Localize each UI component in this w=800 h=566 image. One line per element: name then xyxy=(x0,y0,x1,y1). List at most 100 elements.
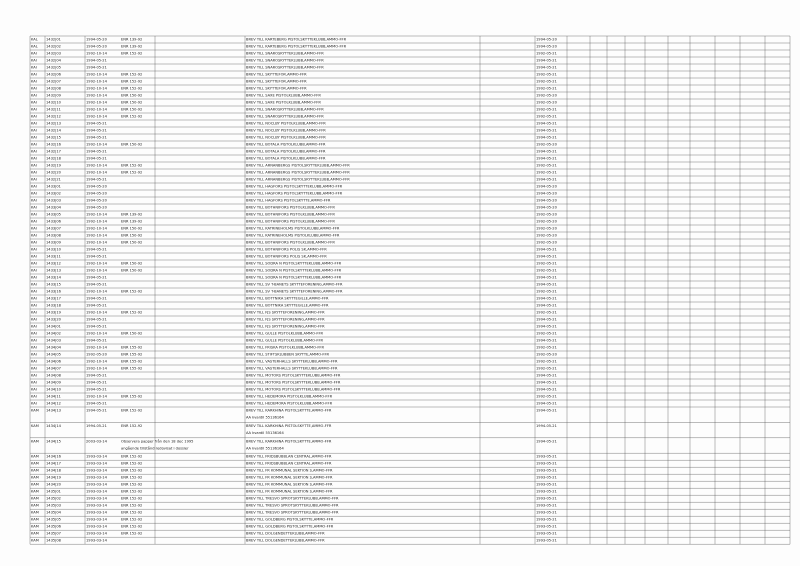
cell-text: BREV TILL FRIDSBUBBLAN CENTRAL,AMMO-FFR xyxy=(246,455,332,459)
cell-text: KAI xyxy=(31,52,37,56)
cell-text: 1433|20 xyxy=(46,318,62,322)
cell-text: 1992-05-21 xyxy=(536,80,557,84)
cell-text: 1994-05-21 xyxy=(536,374,557,378)
cell-text: BREV TILL BOTHNIFORS POLIS SK,AMMO-FFR xyxy=(246,255,327,259)
cell-text: 1994-05-21 xyxy=(86,150,107,154)
cell-text: ENR 152-92 xyxy=(121,469,142,473)
cell-text: 1992-05-21 xyxy=(536,73,557,77)
cell-text: 1992-05-21 xyxy=(536,108,557,112)
cell-text: 1432|18 xyxy=(46,157,62,161)
cell-text: 1992-05-20 xyxy=(536,241,558,245)
cell-text: BREV TILL DOLGENDETTEKLUBB,AMMO-FFR xyxy=(246,532,325,536)
cell-text: KAI xyxy=(31,388,37,392)
cell-text: BREV TILL MOTORS PISTOLSKYTTEKLUBB,AMMO-… xyxy=(246,381,341,385)
cell-text: BREV TILL VASTERHALLS SKYTTEKLUBB,AMMO-F… xyxy=(246,367,338,371)
cell-text: 1434|16 xyxy=(46,455,62,459)
cell-text: 1992-05-20 xyxy=(86,353,108,357)
cell-text: 1432|20 xyxy=(46,171,62,175)
cell-text: 1434|13 xyxy=(46,409,61,413)
cell-text: KAI xyxy=(31,178,37,182)
cell-text: ENR 155-92 xyxy=(121,353,142,357)
cell-text: 1432|08 xyxy=(46,87,62,91)
cell-text: BREV TILL SKYTTEFOR,AMMO-FFR xyxy=(246,87,307,91)
cell-text: 1994-05-21 xyxy=(536,402,557,406)
cell-text: BREV TILL HAGFORS PISTOLSKYTTEKLUBB,AMMO… xyxy=(246,185,343,189)
cell-text: KAI xyxy=(31,360,37,364)
cell-text: BREV TILL ARNANBERGS PISTOLSKYTTEKLUBB,A… xyxy=(246,178,350,182)
cell-text: 1992-05-21 xyxy=(536,367,557,371)
cell-text: BREV TILL SAXE PISTOLKLUBB,AMMO-FFR xyxy=(246,94,321,98)
cell-text: 1994-05-21 xyxy=(536,325,557,329)
cell-text: 1992-05-20 xyxy=(536,213,558,217)
cell-text: BREV TILL FR KOMMUNAL SEKTION S,AMMO-FFR xyxy=(246,476,333,480)
cell-text: KAM xyxy=(31,490,39,494)
cell-text: KAI xyxy=(31,269,37,273)
cell-text: 1993-05-21 xyxy=(536,469,557,473)
cell-text: ENR 152-92 xyxy=(121,497,142,501)
cell-text: 1994-05-21 xyxy=(86,248,107,252)
cell-text: 1433|03 xyxy=(46,199,61,203)
cell-text: 1434|14 xyxy=(46,424,62,428)
cell-text: KAM xyxy=(31,476,39,480)
cell-text: BREV TILL BOTALA PISTOLKLUBB,AMMO-FFR xyxy=(246,150,326,154)
cell-text: 1992-05-21 xyxy=(536,87,557,91)
cell-text: 1994-05-20 xyxy=(536,45,558,49)
cell-text: 1432|11 xyxy=(46,108,61,112)
cell-text: 1432|01 xyxy=(46,38,61,42)
cell-text: 1433|17 xyxy=(46,297,61,301)
cell-text: 1433|12 xyxy=(46,262,61,266)
cell-text: 1992-05-20 xyxy=(536,101,558,105)
cell-text: KAI xyxy=(31,192,37,196)
cell-text: 1994-05-21 xyxy=(536,276,557,280)
cell-text: 1433|16 xyxy=(46,290,62,294)
cell-text: 1993-05-21 xyxy=(536,525,557,529)
cell-text: 1432|16 xyxy=(46,143,62,147)
cell-text: KAI xyxy=(31,143,37,147)
cell-text: 1993-03-14 xyxy=(86,532,108,536)
cell-text: ENR 150-92 xyxy=(121,143,142,147)
cell-text: 1992-10-14 xyxy=(86,269,108,273)
cell-text: BREV TILL HEDEMORA PISTOLKLUBB,AMMO-FFR xyxy=(246,395,333,399)
cell-text: KAI xyxy=(31,206,37,210)
cell-text: BREV TILL KATRINEHOLMS PISTOLKLUBB,AMMO-… xyxy=(246,227,340,231)
cell-text: 1992-10-14 xyxy=(86,143,108,147)
cell-text: 1434|19 xyxy=(46,476,62,480)
cell-text: ENR 155-92 xyxy=(121,360,142,364)
cell-text: BREV TILL GOLDBERG PISTOLSKYTTE,AMMO-FFR xyxy=(246,525,334,529)
cell-text: KAI xyxy=(31,367,37,371)
cell-text: 1994-05-20 xyxy=(536,206,558,210)
cell-text: 1433|11 xyxy=(46,255,61,259)
cell-text: 1993-05-21 xyxy=(536,490,557,494)
cell-text: 1992-10-14 xyxy=(86,80,108,84)
cell-text: BREV TILL SNAROSKYTTEKLUBB,AMMO-FFR xyxy=(246,66,324,70)
cell-text: 1435|05 xyxy=(46,518,61,522)
cell-text: BREV TILL SKYTTEFOR,AMMO-FFR xyxy=(246,73,307,77)
cell-text: 1435|08 xyxy=(46,539,62,543)
cell-text: KAI xyxy=(31,66,37,70)
cell-text: 1992-10-14 xyxy=(86,213,108,217)
cell-text: 1435|01 xyxy=(46,490,61,494)
cell-text: 1994-05-20 xyxy=(86,192,108,196)
cell-text: 1994-05-21 xyxy=(536,59,557,63)
cell-text: 1993-03-14 xyxy=(86,469,108,473)
cell-text: BREV TILL KATRINEHOLMS PISTOLKLUBB,AMMO-… xyxy=(246,234,340,238)
cell-text: BREV TILL FJS SKYTTEFORENING,AMMO-FFR xyxy=(246,311,325,315)
cell-text: 1435|04 xyxy=(46,511,62,515)
cell-text: BREV TILL BOTTNIKA SKYTTEGILLE,AMMO-FFR xyxy=(246,297,329,301)
cell-text: 1993-05-21 xyxy=(536,462,557,466)
cell-text: BREV TILL BOTTNIKA SKYTTEGILLE,AMMO-FFR xyxy=(246,304,329,308)
cell-text: ENR 152-92 xyxy=(121,115,142,119)
cell-text: BREV TILL SAXE PISTOLKLUBB,AMMO-FFR xyxy=(246,101,321,105)
cell-text: ENR 139-92 xyxy=(121,220,142,224)
cell-text: 1432|21 xyxy=(46,178,61,182)
cell-text: ENR 139-92 xyxy=(121,213,142,217)
cell-text: 1993-03-14 xyxy=(86,490,108,494)
cell-text: KAI xyxy=(31,346,37,350)
cell-text: 1994-05-21 xyxy=(536,381,557,385)
cell-text: 1992-05-21 xyxy=(536,290,557,294)
cell-text: BREV TILL SNAROSKYTTEKLUBB,AMMO-FFR xyxy=(246,115,324,119)
cell-text: KAM xyxy=(31,483,39,487)
cell-text: 1994-05-21 xyxy=(86,66,107,70)
cell-text: 1993-05-21 xyxy=(536,532,557,536)
cell-text: KAI xyxy=(31,381,37,385)
